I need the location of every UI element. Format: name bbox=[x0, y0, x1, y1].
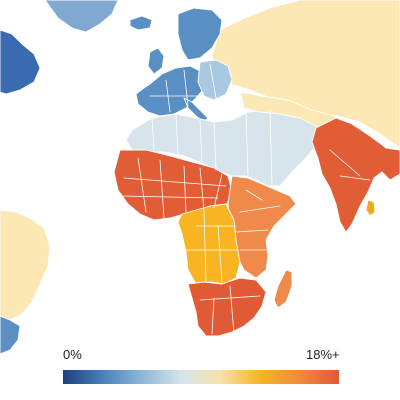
country-borders bbox=[121, 63, 371, 335]
region-iceland[interactable] bbox=[129, 15, 153, 31]
region-south-asia[interactable] bbox=[311, 117, 400, 233]
region-scandinavia[interactable] bbox=[177, 7, 223, 61]
region-southern-cone[interactable] bbox=[0, 315, 21, 355]
region-sri-lanka[interactable] bbox=[365, 199, 376, 217]
region-south-america[interactable] bbox=[0, 209, 51, 321]
region-eastern-europe[interactable] bbox=[197, 59, 233, 101]
region-uk[interactable] bbox=[147, 47, 165, 75]
legend-max-label: 18%+ bbox=[306, 347, 340, 362]
legend-min-label: 0% bbox=[63, 347, 82, 362]
region-north-africa-middle-east[interactable] bbox=[125, 107, 327, 187]
region-greenland[interactable] bbox=[44, 0, 119, 33]
region-northeast-canada[interactable] bbox=[0, 29, 41, 95]
legend-color-scale bbox=[63, 370, 339, 384]
region-southern-africa[interactable] bbox=[187, 277, 267, 337]
region-madagascar[interactable] bbox=[273, 269, 293, 309]
region-central-africa[interactable] bbox=[177, 203, 241, 285]
